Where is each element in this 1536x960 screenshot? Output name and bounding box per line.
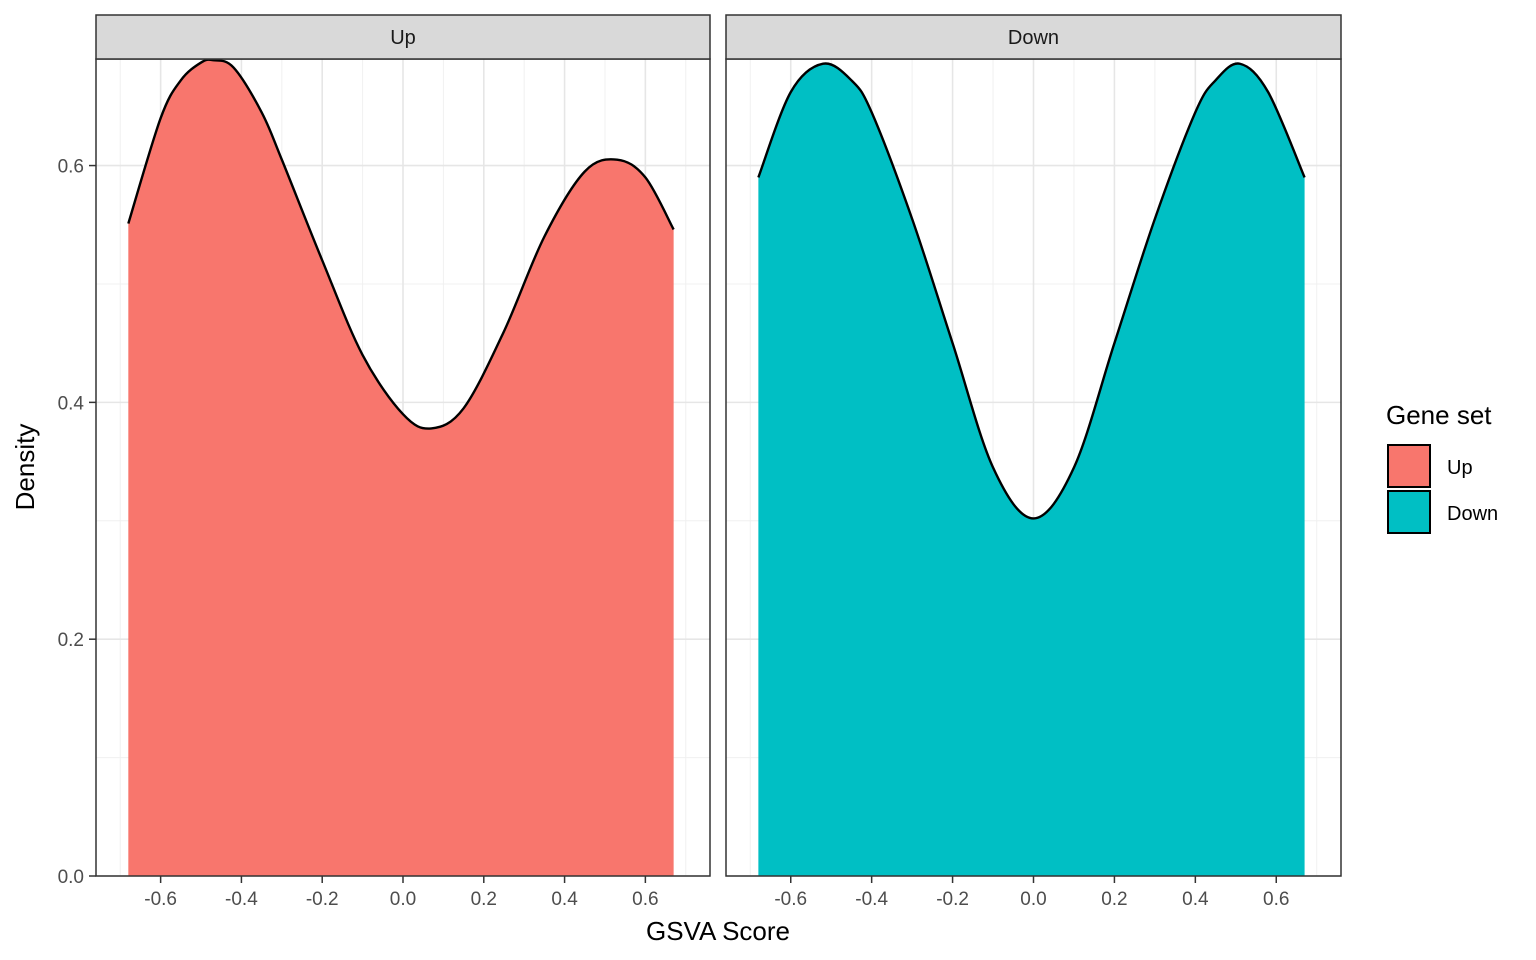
- facet-panel-down: Down -0.6 -0.4 -0.2 0.0 0.2 0.4 0.6: [725, 14, 1342, 910]
- x-tick-label: -0.2: [936, 889, 969, 910]
- y-axis-title: Density: [10, 424, 40, 511]
- legend-title: Gene set: [1386, 400, 1492, 430]
- x-axis-title: GSVA Score: [646, 916, 790, 946]
- x-tick-label: 0.6: [632, 889, 658, 910]
- facet-panel-up: Up -0.6 -0.4 -0.2 0.0 0.2 0.4 0.6: [95, 14, 711, 910]
- x-tick-label: -0.6: [144, 889, 177, 910]
- density-area-down: [758, 63, 1305, 876]
- x-tick-label: 0.2: [471, 889, 497, 910]
- facet-panels: Up -0.6 -0.4 -0.2 0.0 0.2 0.4 0.6 Down -0.6 -0.4 -0…: [95, 14, 1342, 910]
- x-tick-label: 0.4: [1182, 889, 1209, 910]
- x-tick-label: 0.0: [1020, 889, 1046, 910]
- x-tick-label: 0.6: [1263, 889, 1289, 910]
- facet-strip-label: Up: [390, 27, 416, 49]
- x-tick-label: 0.2: [1101, 889, 1127, 910]
- legend-label-up: Up: [1447, 457, 1473, 479]
- x-tick-label: -0.6: [774, 889, 807, 910]
- density-area-up: [128, 59, 674, 876]
- y-tick-label: 0.2: [58, 630, 84, 651]
- facet-strip: [725, 14, 1342, 60]
- x-tick-label: 0.0: [390, 889, 416, 910]
- y-tick-label: 0.6: [58, 157, 84, 178]
- legend-label-down: Down: [1447, 503, 1498, 525]
- x-tick-label: -0.4: [225, 889, 258, 910]
- facet-strip: [95, 14, 711, 60]
- x-tick-label: 0.4: [551, 889, 578, 910]
- density-line-up: [127, 58, 675, 430]
- y-axis: 0.0 0.2 0.4 0.6: [58, 157, 96, 888]
- y-tick-label: 0.4: [58, 393, 85, 414]
- legend-key-down: [1387, 490, 1431, 534]
- y-tick-label: 0.0: [58, 867, 84, 888]
- density-line-down: [757, 62, 1306, 520]
- facet-strip-label: Down: [1008, 27, 1059, 49]
- legend: Gene set Up Down: [1386, 400, 1498, 534]
- x-tick-label: -0.4: [855, 889, 888, 910]
- x-tick-label: -0.2: [306, 889, 339, 910]
- legend-key-up: [1387, 444, 1431, 488]
